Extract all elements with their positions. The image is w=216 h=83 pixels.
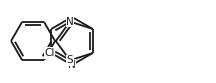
Text: N: N: [66, 17, 74, 27]
Text: Cl: Cl: [44, 48, 54, 58]
Text: N: N: [68, 60, 76, 70]
Text: S: S: [67, 55, 73, 65]
